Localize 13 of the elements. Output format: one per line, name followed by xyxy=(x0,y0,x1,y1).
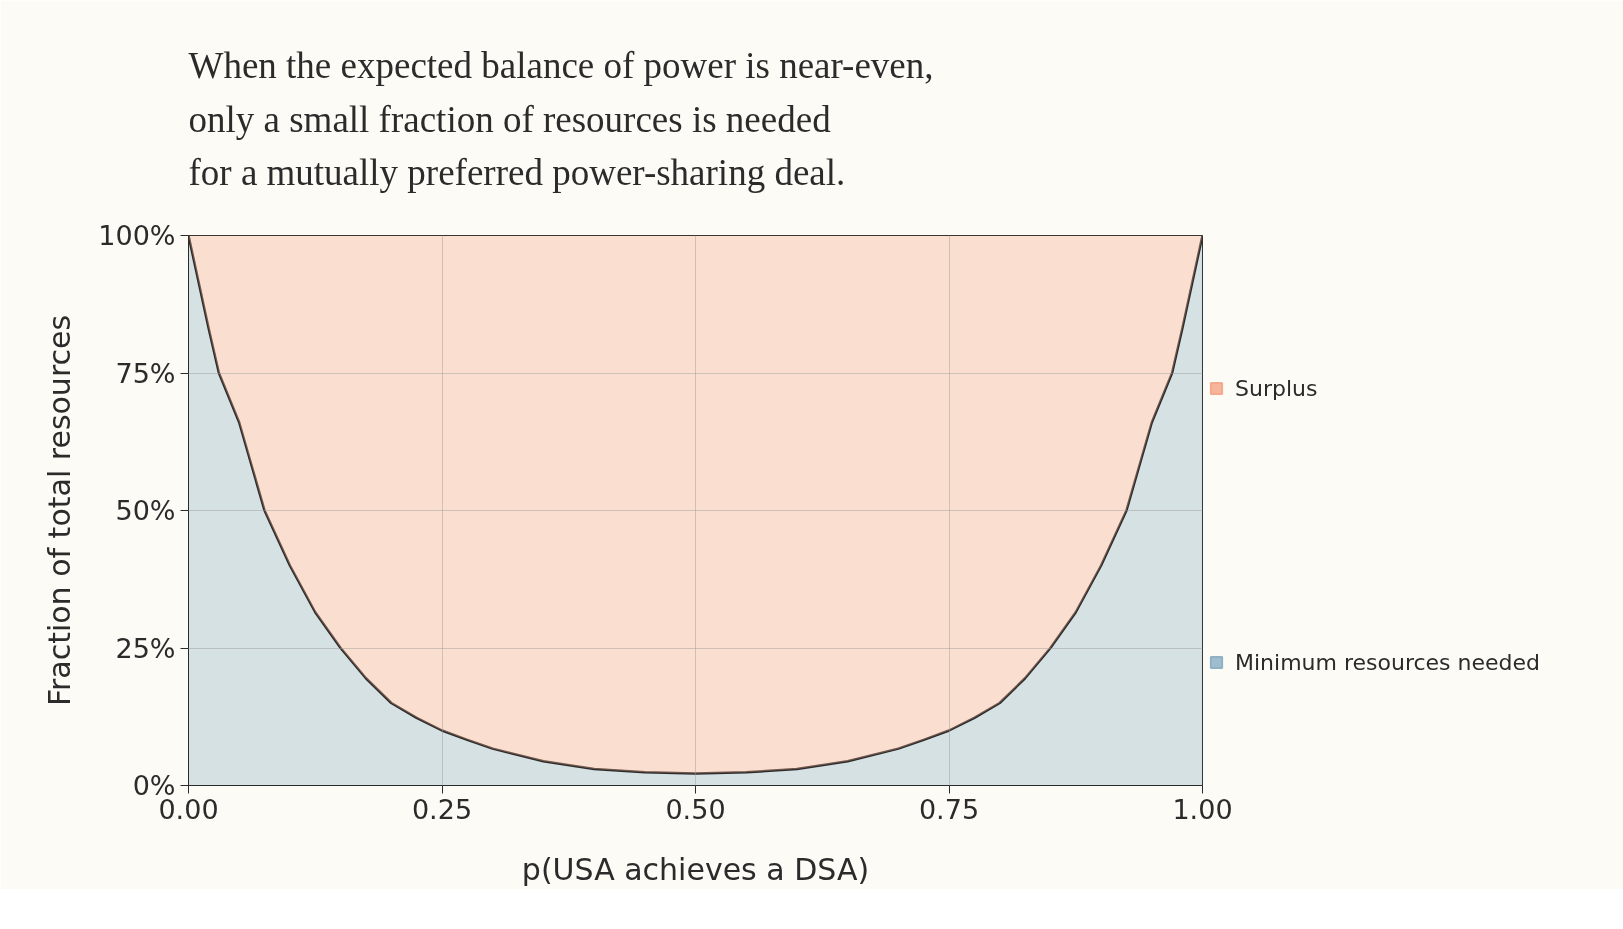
x-tick-label: 0.25 xyxy=(411,793,473,825)
y-tick-label: 100% xyxy=(98,220,176,251)
y-tick-label: 75% xyxy=(115,357,176,389)
y-tick-label: 25% xyxy=(115,632,176,664)
y-tick-label: 50% xyxy=(115,495,176,526)
legend-label: Minimum resources needed xyxy=(1235,649,1541,675)
x-tick-label: 0.50 xyxy=(665,793,726,825)
chart-title: When the expected balance of power is near-even, only a small fraction of resources is needed for a mutually preferred power-sharing deal. xyxy=(188,45,934,193)
legend-label: Surplus xyxy=(1235,375,1318,401)
y-axis-title: Fraction of total resources xyxy=(42,314,78,707)
x-tick-label: 0.75 xyxy=(918,793,980,825)
x-tick-label: 1.00 xyxy=(1172,793,1233,825)
x-axis-title: p(USA achieves a DSA) xyxy=(521,851,870,887)
